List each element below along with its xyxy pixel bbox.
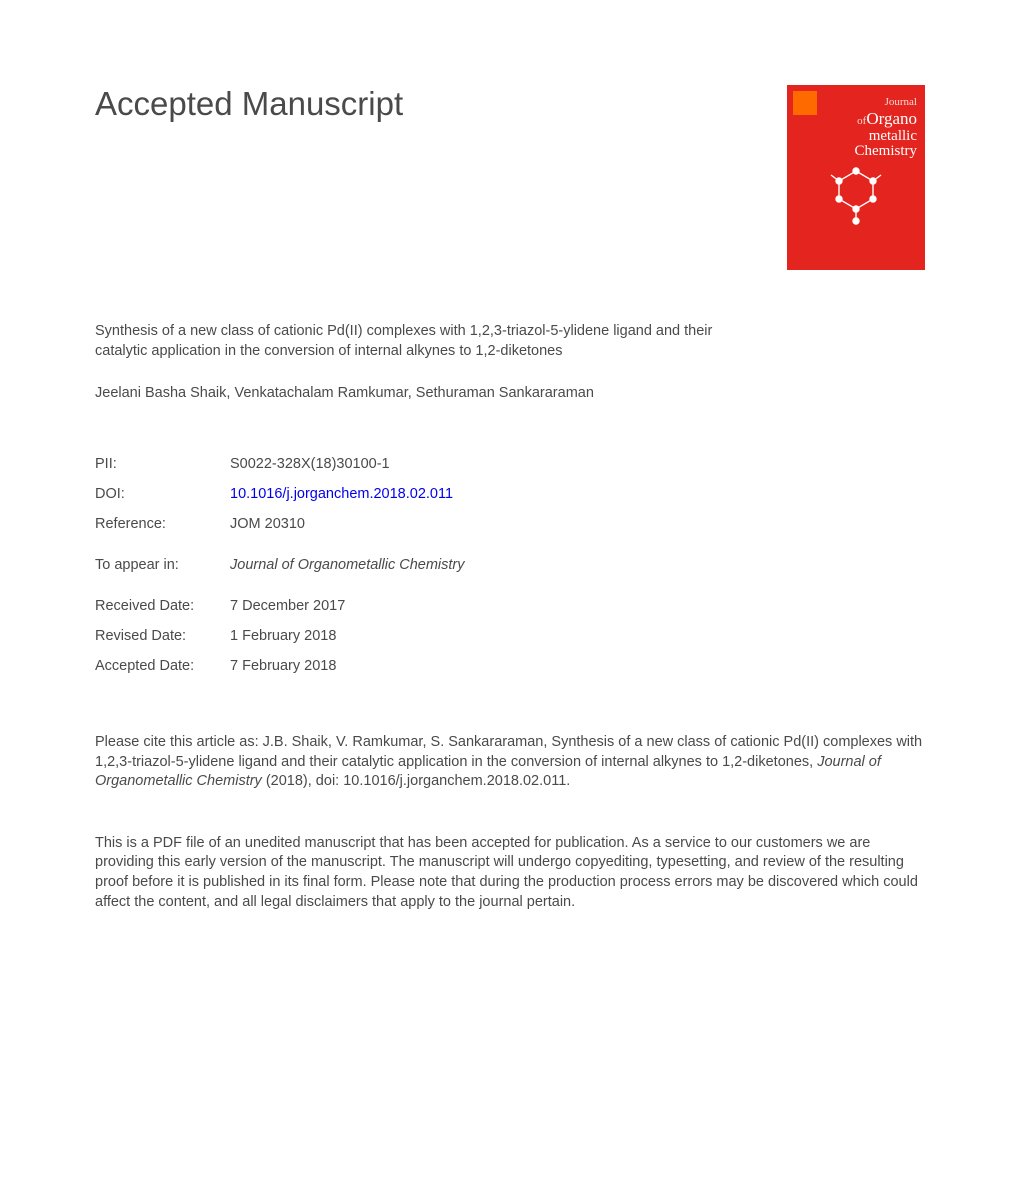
publisher-logo-icon xyxy=(793,91,817,115)
meta-row-appear: To appear in: Journal of Organometallic … xyxy=(95,539,465,580)
meta-row-accepted: Accepted Date: 7 February 2018 xyxy=(95,651,465,681)
meta-row-reference: Reference: JOM 20310 xyxy=(95,509,465,539)
meta-row-pii: PII: S0022-328X(18)30100-1 xyxy=(95,449,465,479)
citation-prefix: Please cite this article as: J.B. Shaik,… xyxy=(95,734,922,770)
disclaimer-text: This is a PDF file of an unedited manusc… xyxy=(95,834,925,912)
pii-label: PII: xyxy=(95,449,230,479)
journal-title-line4: Chemistry xyxy=(855,144,918,160)
pii-value: S0022-328X(18)30100-1 xyxy=(230,449,465,479)
journal-cover: Journal ofOrgano metallic Chemistry xyxy=(787,85,925,270)
doi-link[interactable]: 10.1016/j.jorganchem.2018.02.011 xyxy=(230,479,465,509)
reference-label: Reference: xyxy=(95,509,230,539)
molecule-icon xyxy=(821,165,891,225)
journal-title-line2: ofOrgano xyxy=(855,110,918,129)
doi-label: DOI: xyxy=(95,479,230,509)
appear-label: To appear in: xyxy=(95,539,230,580)
meta-row-revised: Revised Date: 1 February 2018 xyxy=(95,621,465,651)
article-title: Synthesis of a new class of cationic Pd(… xyxy=(95,322,715,361)
journal-title-line1: Journal xyxy=(855,93,918,110)
page-heading: Accepted Manuscript xyxy=(95,85,403,123)
accepted-value: 7 February 2018 xyxy=(230,651,465,681)
header-row: Accepted Manuscript Journal ofOrgano met… xyxy=(95,85,925,270)
revised-value: 1 February 2018 xyxy=(230,621,465,651)
metadata-table: PII: S0022-328X(18)30100-1 DOI: 10.1016/… xyxy=(95,449,465,681)
accepted-label: Accepted Date: xyxy=(95,651,230,681)
journal-title-line3: metallic xyxy=(855,129,918,145)
meta-row-doi: DOI: 10.1016/j.jorganchem.2018.02.011 xyxy=(95,479,465,509)
citation-text: Please cite this article as: J.B. Shaik,… xyxy=(95,733,925,792)
received-label: Received Date: xyxy=(95,580,230,621)
appear-value: Journal of Organometallic Chemistry xyxy=(230,539,465,580)
received-value: 7 December 2017 xyxy=(230,580,465,621)
revised-label: Revised Date: xyxy=(95,621,230,651)
citation-suffix: (2018), doi: 10.1016/j.jorganchem.2018.0… xyxy=(262,773,570,789)
reference-value: JOM 20310 xyxy=(230,509,465,539)
article-authors: Jeelani Basha Shaik, Venkatachalam Ramku… xyxy=(95,385,715,401)
meta-row-received: Received Date: 7 December 2017 xyxy=(95,580,465,621)
title-block: Synthesis of a new class of cationic Pd(… xyxy=(95,322,715,401)
journal-title-block: Journal ofOrgano metallic Chemistry xyxy=(855,93,918,160)
